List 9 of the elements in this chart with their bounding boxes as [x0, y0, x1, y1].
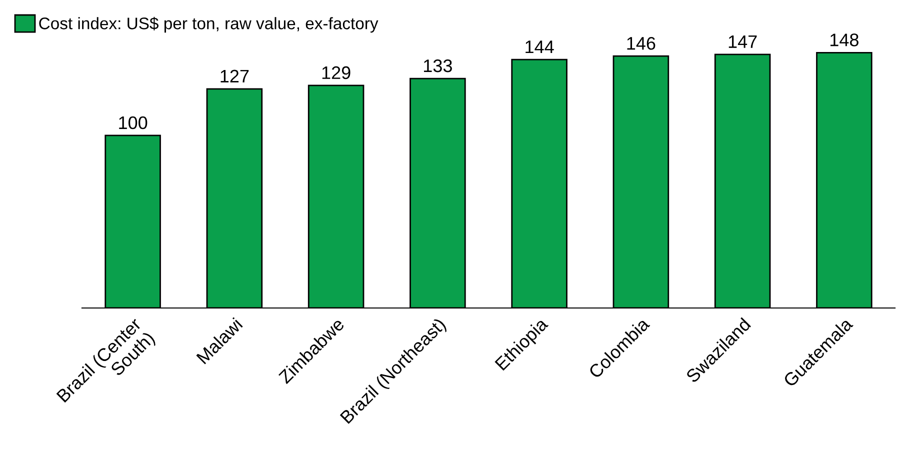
data-label: 133	[424, 59, 452, 72]
data-label: 148	[830, 34, 858, 46]
data-label: 147	[728, 35, 757, 48]
data-label: 127	[220, 70, 249, 82]
data-label: 146	[627, 36, 656, 50]
data-label: 129	[322, 66, 350, 80]
data-label: 100	[119, 116, 148, 130]
legend-label: Cost index: US$ per ton, raw value, ex-factory	[39, 16, 378, 33]
data-label: 144	[526, 40, 554, 54]
